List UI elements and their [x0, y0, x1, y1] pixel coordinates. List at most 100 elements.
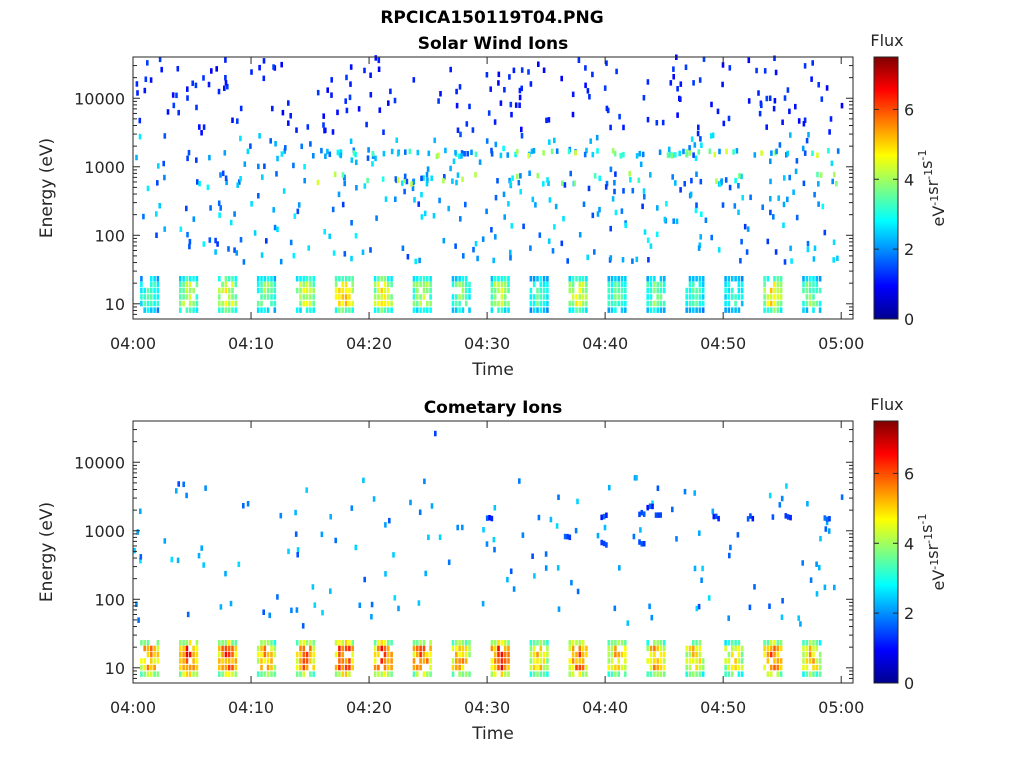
low-band-cell	[451, 658, 455, 664]
low-band-cell	[656, 645, 659, 652]
low-band-cell	[776, 640, 780, 646]
low-band-cell	[610, 645, 614, 652]
scatter-cell	[586, 254, 589, 261]
scatter-cell	[508, 74, 511, 80]
scatter-cell	[405, 178, 409, 185]
scatter-cell	[349, 138, 353, 144]
scatter-cell	[224, 80, 228, 86]
scatter-cell	[741, 195, 744, 201]
low-band-cell	[740, 671, 744, 677]
low-band-cell	[153, 276, 156, 282]
low-band-cell	[179, 651, 182, 658]
low-band-cell	[146, 640, 150, 646]
low-band-cell	[529, 287, 533, 294]
low-band-cell	[461, 640, 465, 646]
scatter-cell	[331, 206, 335, 213]
scatter-cell	[438, 197, 441, 204]
scatter-cell	[375, 215, 378, 221]
low-band-cell	[802, 645, 805, 652]
band-cell	[725, 148, 728, 155]
low-band-cell	[802, 300, 805, 307]
low-band-cell	[773, 640, 776, 646]
band-cell	[490, 151, 494, 157]
scatter-cell	[395, 137, 398, 143]
scatter-cell	[688, 145, 691, 151]
scatter-cell	[768, 492, 772, 499]
low-band-cell	[429, 640, 432, 646]
scatter-cell	[263, 163, 266, 169]
low-band-cell	[419, 658, 422, 664]
low-band-cell	[779, 671, 783, 677]
scatter-cell	[538, 232, 542, 238]
low-band-cell	[295, 276, 299, 282]
band-cell	[734, 177, 737, 184]
low-band-cell	[695, 287, 698, 294]
scatter-cell	[697, 124, 700, 131]
scatter-cell	[226, 83, 229, 90]
scatter-cell	[418, 509, 422, 515]
low-band-cell	[312, 664, 315, 671]
low-band-cell	[218, 651, 221, 658]
band-cell	[783, 175, 786, 181]
low-band-cell	[302, 300, 306, 307]
scatter-cell	[813, 245, 817, 251]
low-band-cell	[507, 664, 510, 671]
scatter-cell	[506, 576, 509, 583]
scatter-cell	[700, 211, 703, 217]
scatter-cell	[663, 216, 667, 223]
low-band-cell	[182, 300, 185, 307]
low-band-cell	[185, 645, 189, 652]
low-band-cell	[649, 307, 653, 313]
low-band-cell	[334, 640, 338, 646]
low-band-cell	[737, 307, 741, 313]
scatter-cell	[519, 189, 522, 195]
low-band-cell	[656, 287, 659, 294]
scatter-cell	[522, 223, 525, 230]
low-band-cell	[734, 300, 737, 307]
scatter-cell	[198, 180, 201, 187]
scatter-cell	[311, 584, 315, 590]
band-cell	[715, 178, 718, 184]
scatter-cell	[689, 191, 693, 198]
low-band-cell	[805, 281, 809, 288]
low-band-cell	[299, 640, 302, 646]
low-band-cell	[256, 651, 260, 658]
low-band-cell	[624, 287, 627, 294]
low-band-cell	[818, 651, 822, 658]
scatter-cell	[766, 238, 770, 245]
scatter-cell	[648, 603, 651, 610]
scatter-cell	[369, 247, 372, 253]
colorbar-frame	[873, 420, 899, 684]
low-band-cell	[140, 276, 143, 282]
low-band-cell	[731, 307, 734, 313]
low-band-cell	[412, 294, 416, 300]
scatter-cell	[411, 185, 415, 192]
scatter-cell	[639, 161, 643, 168]
scatter-cell	[464, 201, 467, 208]
low-band-cell	[468, 287, 471, 294]
band-cell	[555, 148, 559, 154]
low-band-cell	[614, 294, 617, 300]
scatter-cell	[508, 177, 511, 184]
low-band-cell	[383, 294, 387, 300]
low-band-cell	[624, 645, 627, 652]
scatter-cell	[350, 505, 354, 511]
low-band-cell	[305, 658, 309, 664]
low-band-cell	[185, 281, 189, 288]
low-band-cell	[769, 645, 773, 652]
low-band-cell	[727, 671, 731, 677]
low-band-cell	[802, 281, 805, 288]
low-band-cell	[815, 276, 819, 282]
low-band-cell	[263, 640, 267, 646]
low-band-cell	[698, 671, 702, 677]
band-cell	[550, 148, 554, 155]
low-band-cell	[663, 671, 666, 677]
low-band-cell	[607, 281, 611, 288]
scatter-cell	[320, 531, 324, 538]
low-band-cell	[776, 658, 780, 664]
scatter-cell	[514, 102, 518, 108]
low-band-cell	[688, 276, 692, 282]
low-band-cell	[812, 300, 815, 307]
scatter-cell	[363, 67, 366, 74]
low-band-cell	[464, 276, 468, 282]
